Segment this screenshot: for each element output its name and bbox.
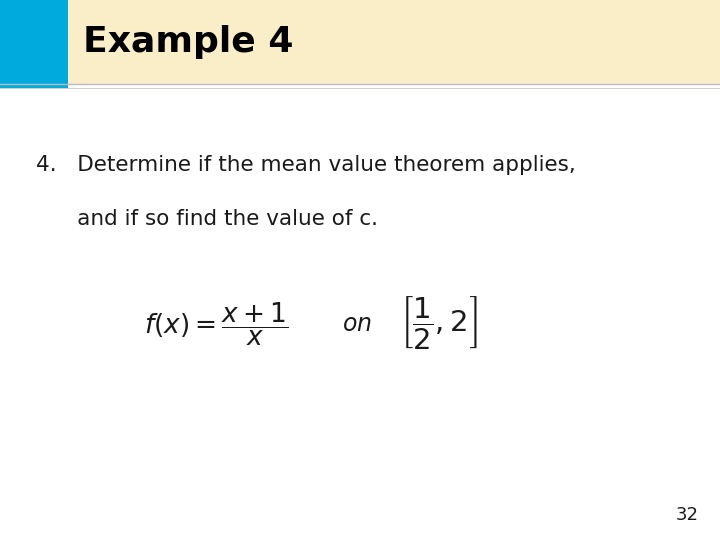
FancyBboxPatch shape bbox=[0, 0, 68, 88]
Text: 4.   Determine if the mean value theorem applies,: 4. Determine if the mean value theorem a… bbox=[36, 154, 576, 175]
FancyBboxPatch shape bbox=[0, 0, 720, 84]
Text: $f(x)=\dfrac{x+1}{x}$: $f(x)=\dfrac{x+1}{x}$ bbox=[144, 300, 289, 348]
Text: and if so find the value of c.: and if so find the value of c. bbox=[36, 208, 378, 229]
Text: Example 4: Example 4 bbox=[83, 25, 293, 59]
Text: $\mathit{on}$: $\mathit{on}$ bbox=[342, 312, 372, 336]
Text: 32: 32 bbox=[675, 506, 698, 524]
Text: $\left[\dfrac{1}{2},2\right]$: $\left[\dfrac{1}{2},2\right]$ bbox=[400, 295, 477, 353]
